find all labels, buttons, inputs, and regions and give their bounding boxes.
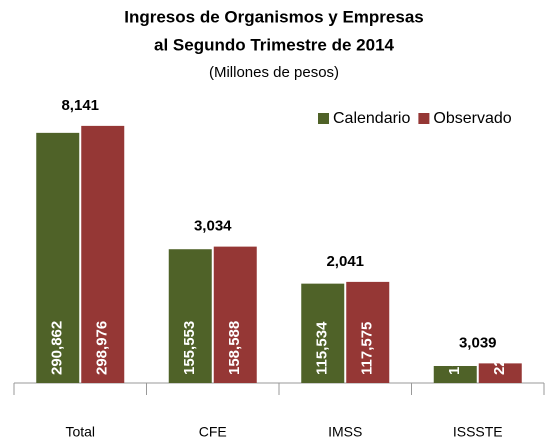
bar — [168, 249, 212, 383]
value-label: 117,575 — [359, 322, 376, 375]
legend-label: Observado — [433, 110, 511, 127]
value-label: 290,862 — [49, 321, 66, 375]
chart-title-line2: al Segundo Trimestre de 2014 — [154, 35, 395, 54]
difference-label: 3,039 — [459, 334, 497, 351]
legend-swatch — [318, 113, 329, 124]
chart-title: Ingresos de Organismos y Empresas — [124, 7, 424, 26]
bar — [433, 365, 477, 383]
value-label: 298,976 — [94, 321, 111, 375]
bar — [36, 132, 80, 383]
difference-label: 8,141 — [61, 97, 99, 114]
difference-label: 2,041 — [326, 253, 364, 270]
bar — [346, 281, 390, 383]
legend-swatch — [418, 113, 430, 124]
value-label: 155,553 — [181, 321, 198, 375]
value-label: 115,534 — [314, 321, 331, 375]
value-label: 158,588 — [226, 321, 243, 375]
value-label: 22,814 — [491, 328, 508, 375]
chart-subtitle: (Millones de pesos) — [209, 64, 339, 81]
bar — [213, 246, 257, 383]
x-tick-label: IMSS — [328, 424, 362, 440]
x-tick-label: CFE — [199, 424, 227, 440]
difference-label: 3,034 — [194, 218, 232, 235]
legend-label: Calendario — [333, 110, 410, 127]
bar — [81, 125, 125, 383]
bar — [478, 363, 522, 383]
x-tick-label: Total — [65, 424, 95, 440]
bar — [301, 283, 345, 383]
x-tick-label: ISSSTE — [453, 424, 503, 440]
value-label: 19,775 — [446, 329, 463, 375]
